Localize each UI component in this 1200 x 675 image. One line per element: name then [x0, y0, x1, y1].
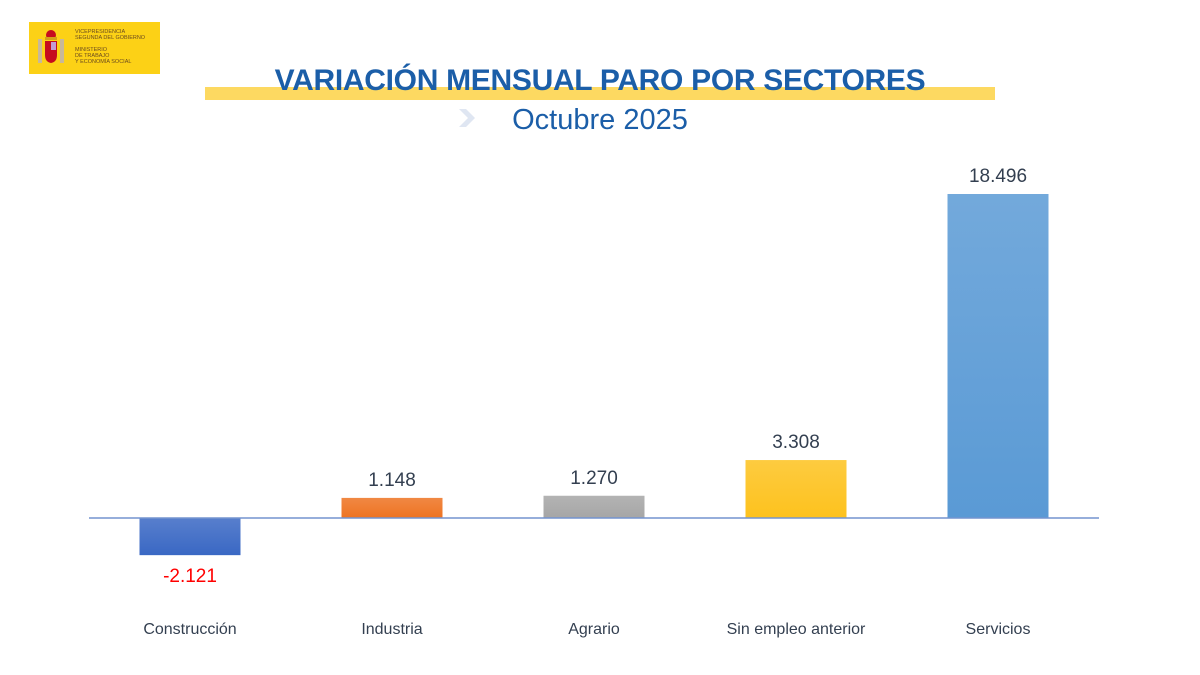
chevron-right-icon: [459, 109, 475, 127]
bar-1: [341, 497, 443, 518]
bar-4: [947, 194, 1049, 518]
logo-text: VICEPRESIDENCIA SEGUNDA DEL GOBIERNO MIN…: [75, 29, 146, 65]
title-highlight-band: [205, 87, 995, 100]
data-label: 1.270: [570, 468, 618, 489]
ministry-logo: VICEPRESIDENCIA SEGUNDA DEL GOBIERNO MIN…: [29, 22, 160, 74]
data-label: 18.496: [969, 166, 1027, 187]
category-label: Servicios: [966, 621, 1031, 638]
page-title: VARIACIÓN MENSUAL PARO POR SECTORES: [274, 64, 926, 97]
data-label: 1.148: [368, 470, 416, 491]
page-subtitle: Octubre 2025: [512, 104, 688, 136]
coat-of-arms-icon: [38, 30, 64, 63]
category-label: Industria: [361, 621, 422, 638]
category-label: Construcción: [143, 621, 236, 638]
bar-0: [139, 518, 241, 556]
data-label: 3.308: [772, 432, 820, 453]
data-label: -2.121: [163, 566, 217, 587]
category-label: Agrario: [568, 621, 620, 638]
bar-2: [543, 495, 645, 518]
bar-3: [745, 460, 847, 518]
category-label: Sin empleo anterior: [727, 621, 866, 638]
